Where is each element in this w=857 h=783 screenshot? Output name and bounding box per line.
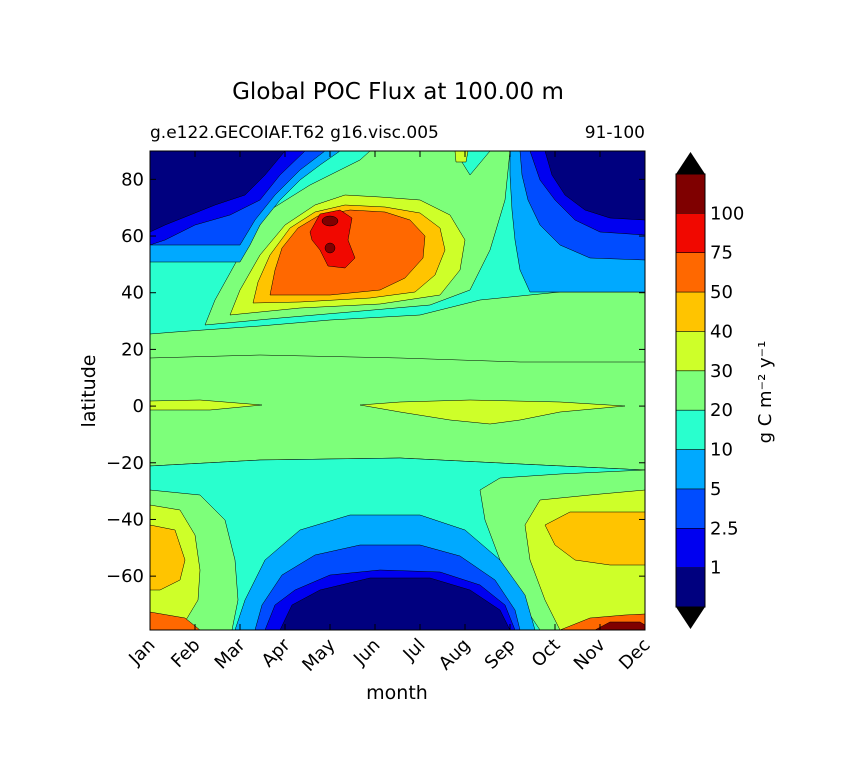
level-fill-100-north [321, 215, 339, 227]
x-axis-label: month [366, 682, 428, 704]
level-fill-0-north-right [544, 151, 645, 221]
colorbar-level-label: 75 [710, 243, 733, 264]
level-fill-0-north-left [150, 151, 286, 233]
level-fill-edge-right-2 [594, 621, 645, 630]
colorbar-frame [675, 173, 706, 608]
x-tick-label: May [298, 634, 339, 675]
level-fill-75-north [309, 209, 356, 269]
colorbar-level-label: 2.5 [710, 518, 739, 539]
x-tick-label: Jan [124, 635, 159, 670]
plot-frame [149, 150, 646, 631]
level-fill-40-south-left [150, 524, 186, 591]
chart-subtitle-left: g.e122.GECOIAF.T62 g16.visc.005 [150, 123, 439, 143]
x-tick-label: Oct [528, 635, 565, 672]
chart-title: Global POC Flux at 100.00 m [232, 79, 564, 105]
level-fill-30-eq-right [359, 399, 626, 425]
x-tick-label: Nov [570, 634, 610, 674]
x-tick-label: Jul [399, 635, 430, 666]
colorbar-segment [676, 213, 705, 253]
colorbar-segment [676, 449, 705, 489]
y-tick-label: −40 [106, 509, 144, 530]
colorbar-segment [676, 370, 705, 411]
x-tick-label: Dec [615, 635, 654, 674]
colorbar-segment [676, 410, 705, 450]
x-tick-label: Sep [481, 635, 520, 674]
level-fill-20-tropics [150, 354, 645, 471]
y-axis-label: latitude [78, 355, 100, 428]
x-tick-label: Feb [167, 635, 204, 672]
level-fill-40-south-right [544, 511, 645, 566]
level-fill-30-arctic [454, 151, 469, 163]
colorbar-segment [676, 331, 705, 371]
y-axis: 80 60 40 20 0 −20 −40 −60 [106, 169, 645, 587]
colorbar-segment [676, 174, 705, 214]
y-tick-label: −20 [106, 453, 144, 474]
level-fill-30-eq-left [150, 399, 263, 411]
chart-subtitle-right: 91-100 [585, 123, 645, 143]
level-fill-edge-left [150, 611, 201, 630]
y-tick-label: 80 [121, 169, 144, 190]
y-tick-label: 20 [121, 339, 144, 360]
x-tick-label: Apr [258, 634, 295, 671]
colorbar-segment [676, 528, 705, 568]
colorbar-segment [676, 567, 705, 607]
contour-field [150, 151, 645, 630]
colorbar-level-label: 10 [710, 440, 733, 461]
level-fill-0-south [279, 577, 511, 630]
colorbar-segment [676, 252, 705, 293]
y-tick-label: 0 [133, 396, 144, 417]
x-tick-label: Aug [435, 635, 475, 675]
colorbar-level-label: 100 [710, 203, 744, 224]
colorbar-level-label: 30 [710, 361, 733, 382]
y-tick-label: −60 [106, 566, 144, 587]
x-tick-label: Jun [349, 635, 384, 670]
y-tick-label: 60 [121, 226, 144, 247]
colorbar-extend-max [676, 152, 705, 174]
colorbar-level-label: 20 [710, 400, 733, 421]
colorbar-level-label: 5 [710, 479, 721, 500]
colorbar-segment [676, 488, 705, 529]
colorbar-level-label: 40 [710, 321, 733, 342]
colorbar: 1 2.5 5 10 20 30 40 50 75 100 [675, 152, 744, 629]
colorbar-segment [676, 292, 705, 332]
colorbar-label: g C m⁻² y⁻¹ [755, 341, 776, 444]
level-fill-100-north-2 [324, 242, 336, 254]
colorbar-level-label: 50 [710, 282, 733, 303]
colorbar-level-label: 1 [710, 558, 721, 579]
colorbar-extend-min [676, 607, 705, 629]
y-tick-label: 40 [121, 283, 144, 304]
x-tick-label: Mar [211, 634, 250, 673]
